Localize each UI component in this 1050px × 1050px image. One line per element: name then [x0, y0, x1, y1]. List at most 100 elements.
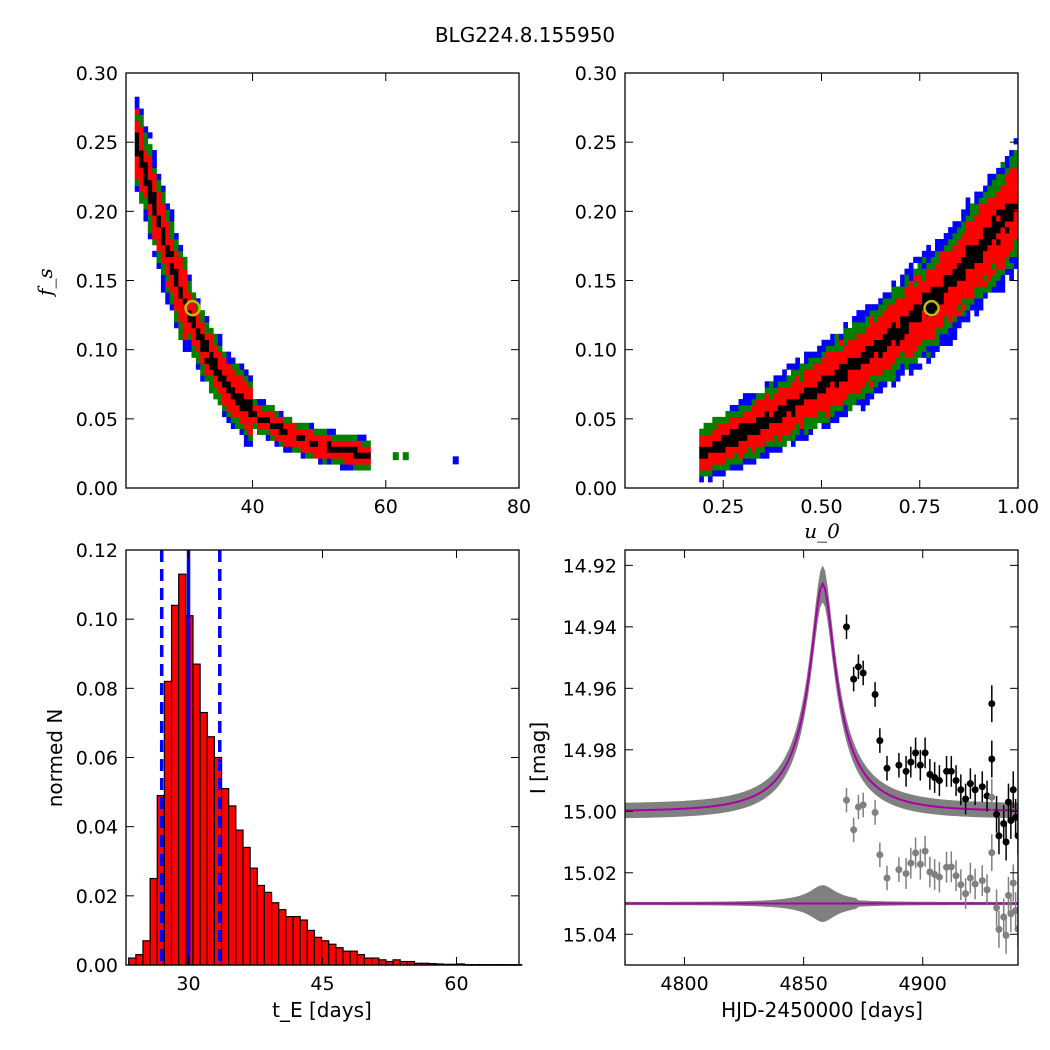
y-tick-label: 0.00 — [76, 478, 118, 500]
heatmap-cell — [825, 381, 831, 388]
heatmap-cell — [331, 434, 336, 441]
heatmap-cell — [860, 405, 866, 412]
heatmap-cell — [751, 405, 757, 412]
heatmap-cell — [156, 233, 162, 240]
heatmap-cell — [782, 399, 787, 406]
heatmap-cell — [904, 274, 910, 281]
y-tick-label: 15.02 — [563, 863, 617, 885]
heatmap-cell — [996, 239, 1001, 246]
heatmap-cell — [747, 458, 752, 465]
heatmap-cell — [974, 221, 979, 228]
heatmap-cell — [143, 167, 149, 175]
heatmap-cell — [764, 434, 770, 441]
heatmap-cell — [852, 333, 857, 341]
heatmap-cell — [935, 244, 940, 252]
heatmap-cell — [856, 387, 862, 394]
heatmap-cell — [825, 399, 831, 406]
heatmap-cell — [187, 322, 192, 329]
heatmap-cell — [703, 470, 709, 477]
heatmap-cell — [983, 280, 988, 287]
heatmap-cell — [165, 221, 170, 228]
heatmap-cell — [699, 452, 704, 459]
heatmap-cell — [930, 322, 936, 329]
heatmap-cell — [235, 410, 240, 418]
heatmap-cell — [222, 410, 227, 418]
heatmap-cell — [943, 262, 949, 269]
heatmap-cell — [817, 416, 822, 424]
heatmap-cell — [1013, 185, 1019, 192]
heatmap-cell — [703, 446, 709, 453]
heatmap-cell — [773, 416, 779, 424]
heatmap-cell — [734, 422, 739, 430]
heatmap-cell — [169, 262, 175, 269]
heatmap-cell — [830, 405, 835, 412]
heatmap-cell — [208, 339, 214, 347]
heatmap-cell — [300, 422, 306, 430]
heatmap-cell — [930, 339, 936, 347]
heatmap-cell — [305, 446, 310, 453]
heatmap-cell — [777, 440, 783, 447]
heatmap-cell — [756, 416, 761, 424]
heatmap-cell — [725, 434, 731, 441]
fs-axis-label: f_s — [33, 268, 57, 298]
heatmap-cell — [948, 256, 953, 264]
heatmap-cell — [834, 333, 840, 341]
heatmap-cell — [843, 345, 848, 352]
heatmap-cell — [344, 458, 349, 465]
heatmap-cell — [869, 316, 875, 323]
heatmap-cell — [222, 363, 227, 370]
heatmap-cell — [965, 280, 971, 287]
heatmap-cell — [1013, 256, 1019, 264]
heatmap-cell — [921, 286, 927, 293]
heatmap-cell — [191, 304, 197, 311]
heatmap-cell — [961, 233, 966, 240]
heatmap-cell — [309, 452, 315, 459]
heatmap-cell — [217, 339, 223, 347]
heatmap-cell — [956, 250, 962, 258]
heatmap-cell — [817, 369, 822, 376]
heatmap-cell — [235, 363, 240, 370]
y-tick-label: 14.96 — [563, 678, 617, 700]
heatmap-cell — [852, 345, 857, 352]
heatmap-cell — [799, 369, 805, 376]
heatmap-cell — [143, 173, 149, 181]
heatmap-cell — [139, 144, 144, 151]
heatmap-cell — [825, 416, 831, 424]
heatmap-cell — [952, 221, 958, 228]
heatmap-cell — [712, 434, 717, 441]
heatmap-cell — [725, 458, 731, 465]
heatmap-cell — [948, 339, 953, 347]
heatmap-cell — [309, 434, 315, 441]
heatmap-cell — [830, 333, 835, 341]
heatmap-cell — [926, 316, 931, 323]
heatmap-cell — [143, 126, 149, 133]
heatmap-cell — [1004, 191, 1010, 198]
heatmap-cell — [782, 369, 787, 376]
heatmap-cell — [248, 428, 253, 435]
y-tick-label: 0.05 — [76, 409, 118, 431]
heatmap-cell — [756, 440, 761, 447]
heatmap-cell — [908, 333, 914, 341]
heatmap-cell — [156, 256, 162, 264]
heatmap-cell — [812, 405, 818, 412]
heatmap-cell — [707, 452, 713, 459]
heatmap-cell — [821, 351, 827, 358]
heatmap-cell — [716, 470, 722, 477]
heatmap-cell — [1013, 250, 1019, 258]
heatmap-cell — [860, 393, 866, 400]
heatmap-cell — [777, 399, 783, 406]
heatmap-cell — [147, 227, 153, 234]
heatmap-cell — [156, 197, 162, 204]
heatmap-cell — [978, 244, 984, 252]
heatmap-cell — [747, 446, 752, 453]
heatmap-cell — [891, 310, 897, 317]
heatmap-cell — [165, 292, 170, 299]
heatmap-cell — [208, 381, 214, 388]
heatmap-cell — [174, 233, 179, 240]
heatmap-cell — [817, 410, 822, 418]
heatmap-cell — [366, 440, 371, 447]
heatmap-cell — [978, 286, 984, 293]
heatmap-cell — [956, 322, 962, 329]
heatmap-cell — [174, 250, 179, 258]
heatmap-cell — [139, 132, 144, 139]
